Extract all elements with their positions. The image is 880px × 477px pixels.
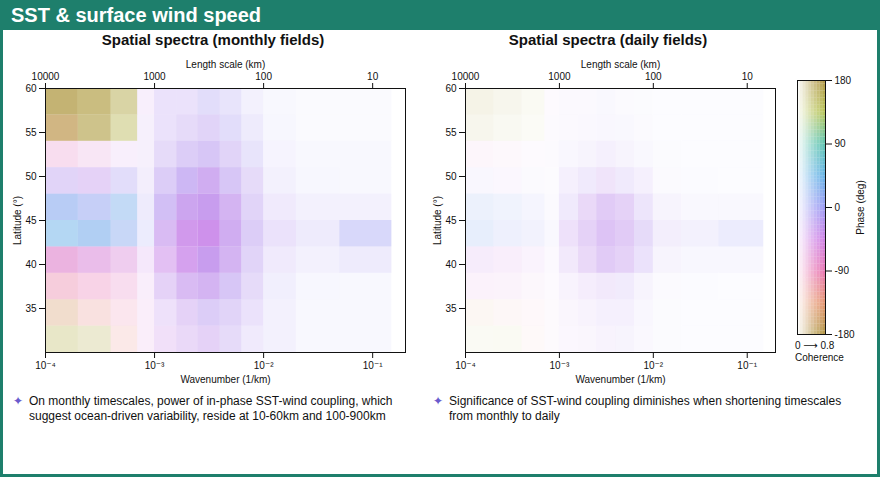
html-text:SST & surface wind speed: SST & surface wind speed xyxy=(11,4,262,26)
svg-text:Latitude (°): Latitude (°) xyxy=(432,196,443,245)
svg-text:60: 60 xyxy=(25,83,37,94)
svg-text:10⁻²: 10⁻² xyxy=(254,360,274,371)
svg-text:1000: 1000 xyxy=(143,71,166,82)
svg-text:10⁻¹: 10⁻¹ xyxy=(363,360,383,371)
svg-text:Wavenumber (1/km): Wavenumber (1/km) xyxy=(180,374,270,385)
svg-text:45: 45 xyxy=(445,215,457,226)
html-text:Significance of SST-wind coupl: Significance of SST-wind coupling dimini… xyxy=(449,394,842,423)
svg-text:10000: 10000 xyxy=(452,71,480,82)
svg-text:10: 10 xyxy=(367,71,379,82)
html-text:0 ⟶ 0.8: 0 ⟶ 0.8 xyxy=(795,340,835,351)
svg-text:90: 90 xyxy=(835,138,847,149)
svg-text:35: 35 xyxy=(25,303,37,314)
svg-text:180: 180 xyxy=(835,75,852,86)
svg-text:10⁻¹: 10⁻¹ xyxy=(737,360,757,371)
svg-text:10⁻⁴: 10⁻⁴ xyxy=(455,360,476,371)
svg-text:Wavenumber (1/km): Wavenumber (1/km) xyxy=(575,374,665,385)
html-text:Spatial spectra (monthly field: Spatial spectra (monthly fields) xyxy=(101,31,325,48)
html-text:Spatial spectra (daily fields): Spatial spectra (daily fields) xyxy=(508,31,708,48)
svg-text:50: 50 xyxy=(25,171,37,182)
svg-text:10: 10 xyxy=(742,71,754,82)
svg-text:40: 40 xyxy=(25,259,37,270)
svg-text:60: 60 xyxy=(445,83,457,94)
svg-text:55: 55 xyxy=(445,127,457,138)
svg-text:10⁻³: 10⁻³ xyxy=(550,360,570,371)
svg-text:-180: -180 xyxy=(835,329,855,340)
svg-text:10000: 10000 xyxy=(32,71,60,82)
svg-text:10⁻⁴: 10⁻⁴ xyxy=(35,360,56,371)
svg-text:40: 40 xyxy=(445,259,457,270)
html-text:On monthly timescales, power o: On monthly timescales, power of in-phase… xyxy=(29,394,393,423)
svg-text:1000: 1000 xyxy=(548,71,571,82)
svg-text:45: 45 xyxy=(25,215,37,226)
svg-text:55: 55 xyxy=(25,127,37,138)
svg-text:Length scale (km): Length scale (km) xyxy=(186,59,265,70)
svg-text:100: 100 xyxy=(645,71,662,82)
svg-text:Phase (deg): Phase (deg) xyxy=(855,180,866,234)
svg-text:10⁻³: 10⁻³ xyxy=(145,360,165,371)
svg-text:-90: -90 xyxy=(835,265,850,276)
svg-text:100: 100 xyxy=(255,71,272,82)
svg-text:Latitude (°): Latitude (°) xyxy=(12,196,23,245)
svg-text:0: 0 xyxy=(835,202,841,213)
svg-text:50: 50 xyxy=(445,171,457,182)
html-text:Coherence: Coherence xyxy=(795,352,844,363)
svg-text:35: 35 xyxy=(445,303,457,314)
svg-text:Length scale (km): Length scale (km) xyxy=(581,59,660,70)
svg-text:10⁻²: 10⁻² xyxy=(643,360,663,371)
